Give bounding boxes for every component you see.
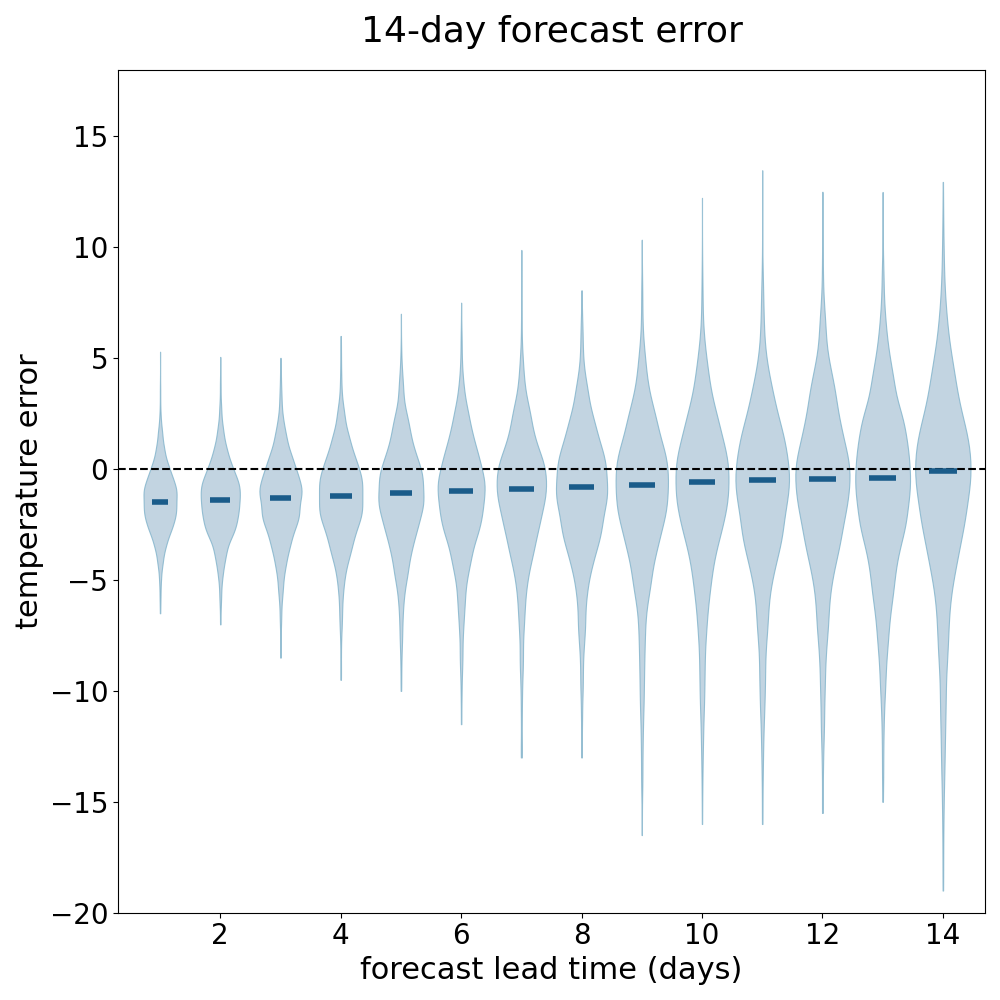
Y-axis label: temperature error: temperature error — [15, 353, 44, 629]
X-axis label: forecast lead time (days): forecast lead time (days) — [360, 956, 743, 985]
Title: 14-day forecast error: 14-day forecast error — [361, 15, 742, 49]
